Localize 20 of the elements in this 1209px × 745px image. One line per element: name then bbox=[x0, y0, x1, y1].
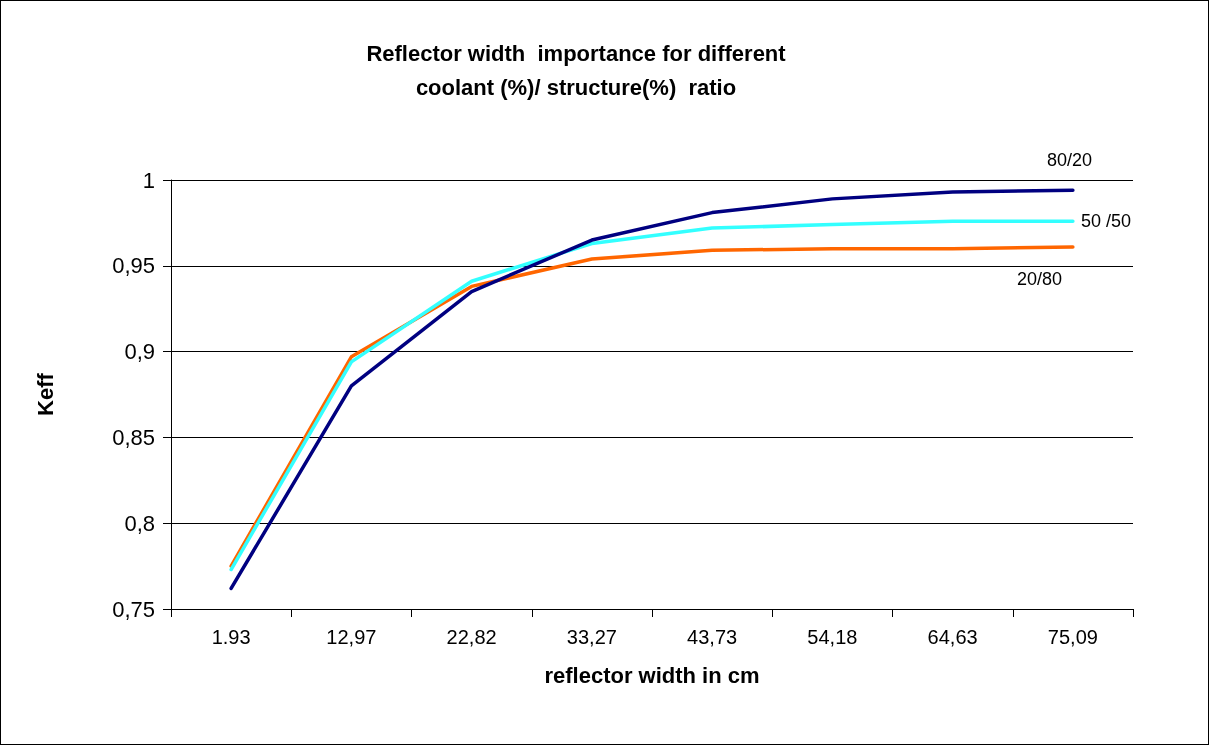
x-tick-label: 54,18 bbox=[807, 626, 858, 648]
y-axis-title: Keff bbox=[32, 372, 58, 416]
y-tick-label: 0,8 bbox=[124, 510, 155, 536]
x-tick-label: 64,63 bbox=[927, 626, 978, 648]
x-tick-label: 75,09 bbox=[1047, 626, 1098, 648]
y-tick-label: 1 bbox=[142, 167, 155, 193]
y-tick-label: 0,85 bbox=[112, 424, 155, 450]
y-tick-label: 0,9 bbox=[124, 339, 155, 365]
x-tick-label: 33,27 bbox=[566, 626, 617, 648]
x-tick-label: 12,97 bbox=[326, 626, 377, 648]
series-label: 20/80 bbox=[1016, 268, 1062, 289]
x-tick-label: 43,73 bbox=[687, 626, 738, 648]
y-tick-label: 0,95 bbox=[112, 253, 155, 279]
x-tick-label: 22,82 bbox=[446, 626, 497, 648]
x-axis-title: reflector width in cm bbox=[544, 662, 760, 688]
chart-title: Reflector width importance for different coolant (%)/ structure(%) ratio bbox=[366, 40, 787, 100]
x-tick-label: 1.93 bbox=[211, 626, 251, 648]
series-label: 50 /50 bbox=[1080, 211, 1131, 232]
series-label: 80/20 bbox=[1046, 150, 1092, 171]
y-tick-label: 0,75 bbox=[112, 596, 155, 622]
